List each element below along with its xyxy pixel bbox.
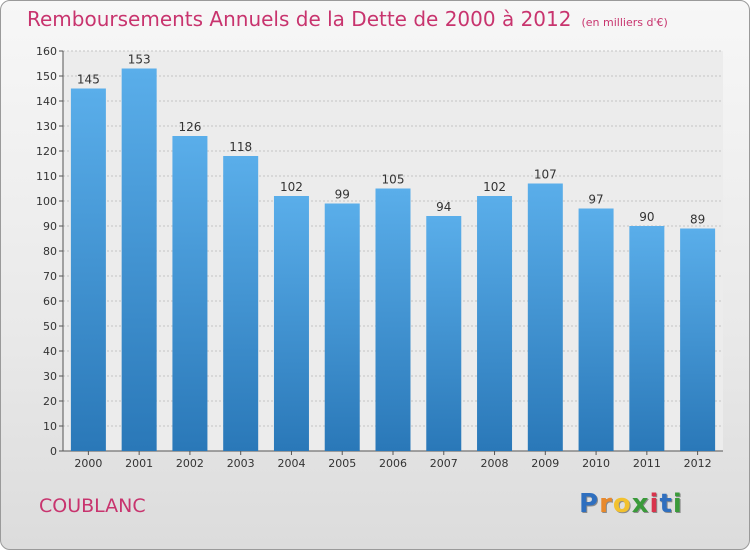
y-tick-label: 110 <box>36 170 57 183</box>
bar-value-label: 118 <box>229 140 252 154</box>
logo-letter: P <box>579 489 600 519</box>
chart-title-row: Remboursements Annuels de la Dette de 20… <box>27 7 668 31</box>
x-tick-label: 2011 <box>633 457 661 470</box>
y-tick-label: 120 <box>36 145 57 158</box>
y-tick-label: 90 <box>43 220 57 233</box>
y-tick-label: 160 <box>36 45 57 58</box>
logo-letter: r <box>599 489 613 519</box>
y-tick-label: 20 <box>43 395 57 408</box>
bar <box>680 228 716 451</box>
bar-value-label: 105 <box>382 173 405 187</box>
logo-letter: t <box>659 489 673 519</box>
x-tick-label: 2001 <box>125 457 153 470</box>
bar <box>70 88 106 451</box>
bar <box>223 156 259 451</box>
proxiti-logo: Proxiti <box>579 489 683 519</box>
bar <box>121 68 157 451</box>
x-tick-label: 2004 <box>277 457 305 470</box>
x-tick-label: 2008 <box>481 457 509 470</box>
y-tick-label: 40 <box>43 345 57 358</box>
y-tick-label: 30 <box>43 370 57 383</box>
x-tick-label: 2000 <box>74 457 102 470</box>
x-tick-label: 2012 <box>684 457 712 470</box>
x-tick-label: 2009 <box>531 457 559 470</box>
y-tick-label: 70 <box>43 270 57 283</box>
x-tick-label: 2010 <box>582 457 610 470</box>
bar <box>426 216 462 451</box>
bar-value-label: 94 <box>436 200 451 214</box>
bar-value-label: 126 <box>178 120 201 134</box>
logo-letter: x <box>631 489 650 519</box>
y-tick-label: 10 <box>43 420 57 433</box>
bar <box>375 188 411 451</box>
y-tick-label: 60 <box>43 295 57 308</box>
x-tick-label: 2007 <box>430 457 458 470</box>
bar <box>477 196 513 451</box>
logo-letter: o <box>612 489 632 519</box>
chart-unit-label: (en milliers d'€) <box>581 16 668 29</box>
bar-value-label: 102 <box>280 180 303 194</box>
x-tick-label: 2006 <box>379 457 407 470</box>
y-tick-label: 50 <box>43 320 57 333</box>
bar-value-label: 145 <box>77 73 100 87</box>
y-tick-label: 150 <box>36 70 57 83</box>
bar <box>172 136 208 451</box>
x-tick-label: 2002 <box>176 457 204 470</box>
bar-value-label: 97 <box>588 193 603 207</box>
logo-letter: i <box>672 489 683 519</box>
y-tick-label: 130 <box>36 120 57 133</box>
y-tick-label: 100 <box>36 195 57 208</box>
bar-value-label: 99 <box>335 188 350 202</box>
bar <box>629 226 665 451</box>
y-tick-label: 140 <box>36 95 57 108</box>
bar <box>324 203 360 451</box>
y-tick-label: 0 <box>50 445 57 458</box>
bar-value-label: 90 <box>639 210 654 224</box>
bar-value-label: 89 <box>690 213 705 227</box>
y-tick-label: 80 <box>43 245 57 258</box>
bar-value-label: 102 <box>483 180 506 194</box>
bar <box>527 183 563 451</box>
chart-title: Remboursements Annuels de la Dette de 20… <box>27 7 572 31</box>
bar-value-label: 153 <box>128 53 151 67</box>
bar <box>578 208 614 451</box>
commune-name: COUBLANC <box>39 495 146 517</box>
x-tick-label: 2003 <box>227 457 255 470</box>
bar <box>273 196 309 451</box>
bar-value-label: 107 <box>534 168 557 182</box>
x-tick-label: 2005 <box>328 457 356 470</box>
logo-letter: i <box>649 489 660 519</box>
